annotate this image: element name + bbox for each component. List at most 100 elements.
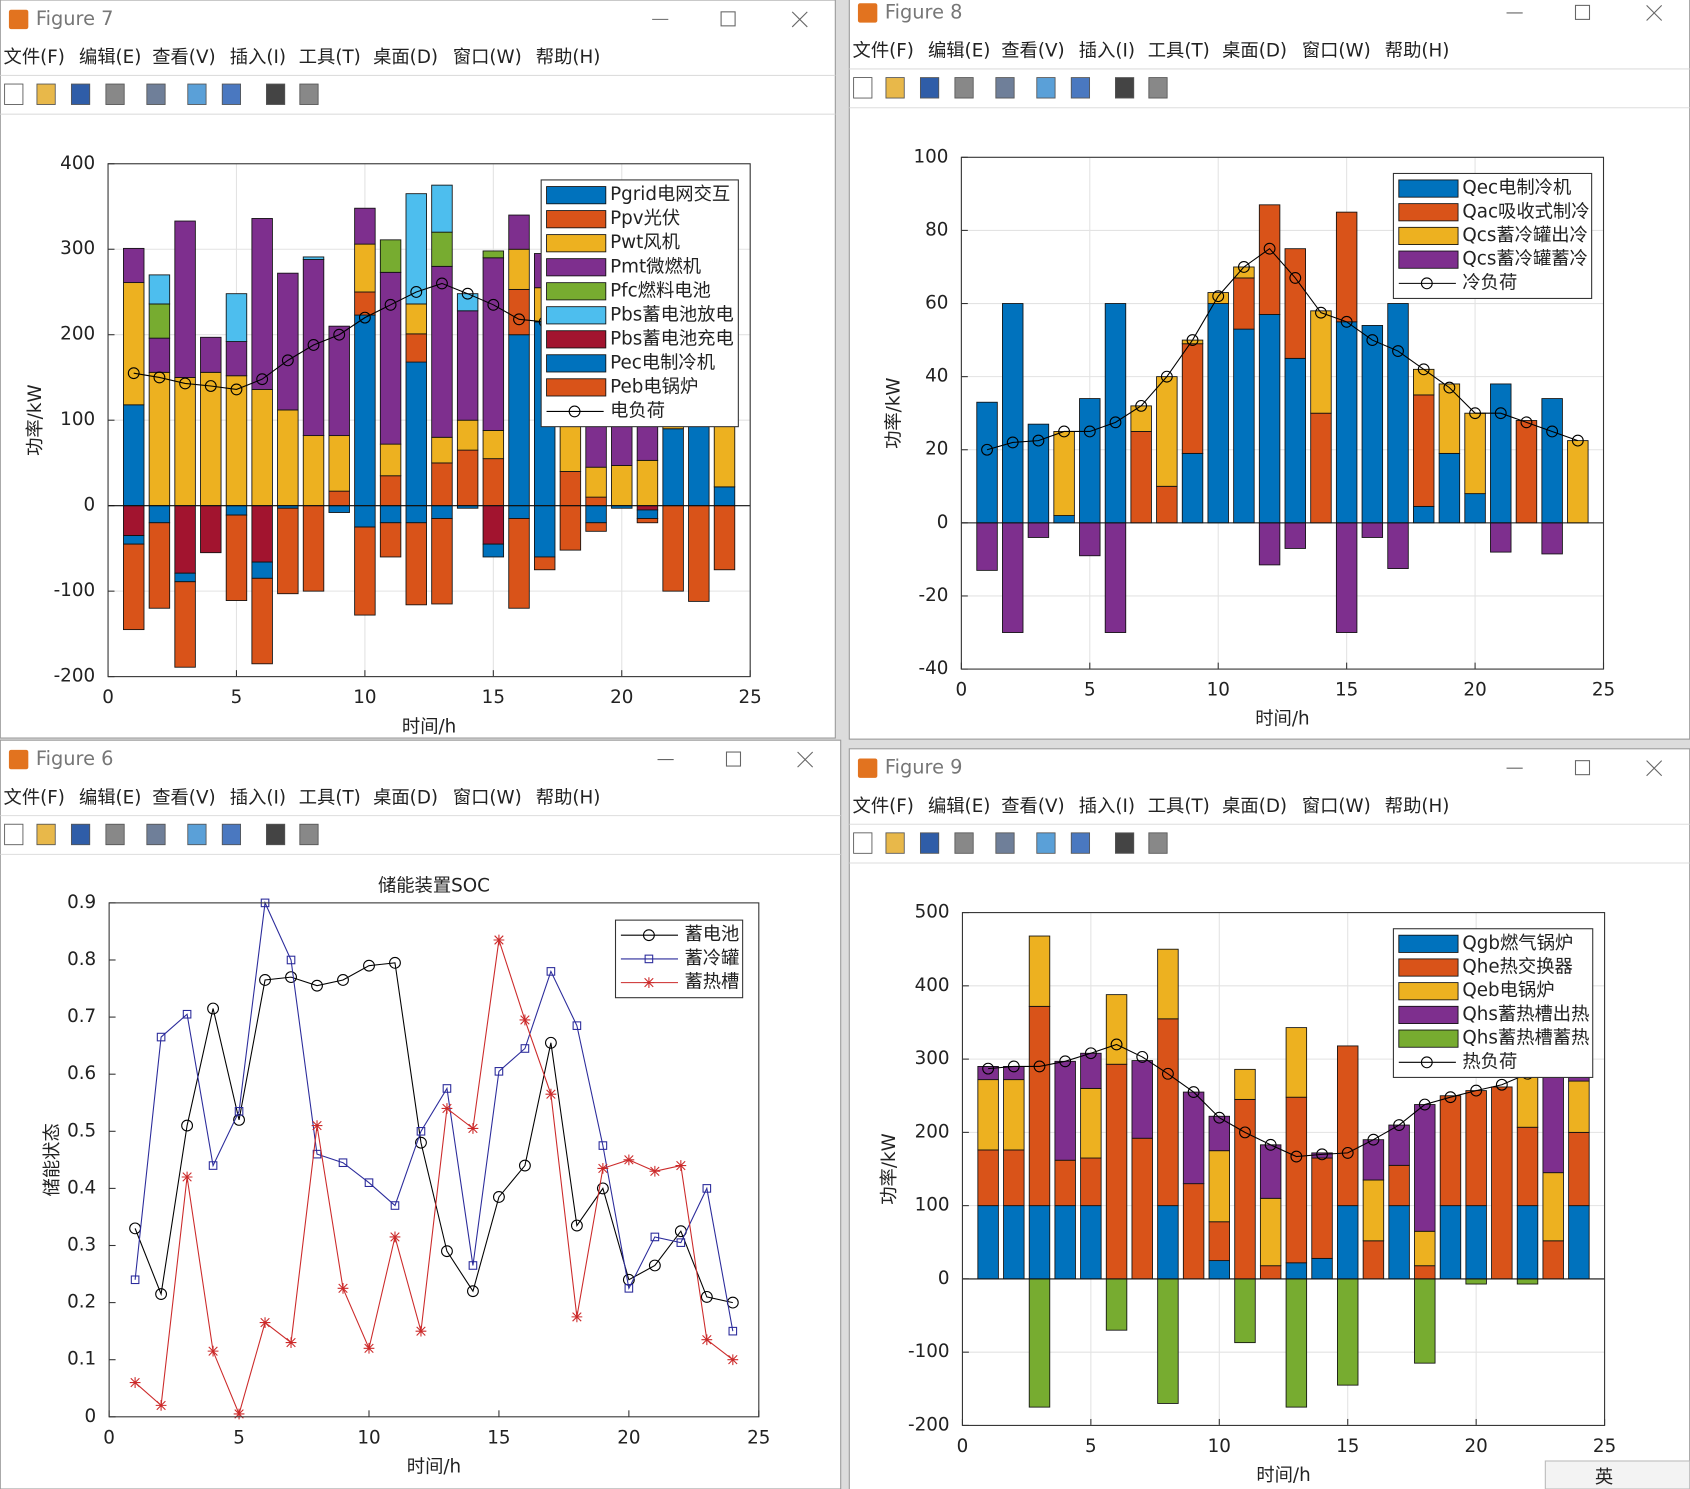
toolbar-button[interactable] [853,832,873,854]
menu-item[interactable]: 查看(V) [152,47,215,68]
toolbar-button[interactable] [221,823,241,846]
legend-label: Pwt风机 [610,232,680,253]
maximize-button[interactable] [1574,760,1591,776]
toolbar-button[interactable] [1036,832,1056,854]
toolbar-button[interactable] [187,83,207,105]
menu-item[interactable]: 帮助(H) [1385,796,1450,817]
menu-item[interactable]: 帮助(H) [1385,41,1450,62]
y-tick-label: 0 [85,1406,97,1427]
marker [1546,425,1559,438]
bar-segment [379,271,402,445]
legend-swatch [546,330,607,349]
toolbar-button[interactable] [187,823,207,846]
bar-segment [174,581,196,668]
toolbar-button[interactable] [954,77,974,99]
marker [1007,1060,1020,1073]
toolbar-button[interactable] [885,77,905,99]
bar-segment [1079,522,1101,557]
menu-item[interactable]: 工具(T) [1148,796,1210,817]
toolbar-button[interactable] [1070,77,1091,99]
maximize-button[interactable] [720,11,736,27]
menu-item[interactable]: 桌面(D) [373,47,438,68]
toolbar-button[interactable] [1115,77,1135,99]
menu-item[interactable]: 窗口(W) [1302,41,1371,62]
toolbar-button[interactable] [221,83,241,105]
toolbar-button[interactable] [995,832,1015,854]
menu-item[interactable]: 窗口(W) [453,47,522,68]
menu-item[interactable]: 文件(F) [853,796,914,817]
toolbar-button[interactable] [995,77,1015,99]
toolbar-button[interactable] [4,823,24,846]
toolbar-button[interactable] [1070,832,1091,854]
menu-item[interactable]: 编辑(E) [928,796,990,817]
menu-item[interactable]: 窗口(W) [453,787,522,808]
menu-item[interactable]: 插入(I) [230,787,286,808]
toolbar-button[interactable] [1148,832,1168,854]
menu-item[interactable]: 工具(T) [299,787,361,808]
menu-item[interactable]: 编辑(E) [79,47,141,68]
toolbar-button[interactable] [36,823,56,846]
toolbar-button[interactable] [146,823,166,846]
toolbar-button[interactable] [1148,77,1168,99]
marker [208,1161,218,1170]
toolbar-button[interactable] [1115,832,1135,854]
toolbar-button[interactable] [265,83,286,105]
close-button[interactable] [791,11,808,28]
toolbar-button[interactable] [36,83,56,105]
maximize-button[interactable] [1574,4,1591,20]
menu-item[interactable]: 桌面(D) [1222,796,1287,817]
toolbar-button[interactable] [885,832,905,854]
bar-segment [1003,1066,1025,1081]
toolbar-button[interactable] [105,83,125,105]
menu-item[interactable]: 窗口(W) [1302,796,1371,817]
toolbar-button[interactable] [1036,77,1056,99]
menu-item[interactable]: 桌面(D) [1222,41,1287,62]
menu-item[interactable]: 文件(F) [853,41,914,62]
toolbar-button[interactable] [70,823,91,846]
toolbar-button[interactable] [299,823,319,846]
menu-item[interactable]: 插入(I) [230,47,286,68]
menu-item[interactable]: 文件(F) [4,787,65,808]
toolbar-button[interactable] [919,832,940,854]
menu-item[interactable]: 桌面(D) [373,787,438,808]
marker [286,955,296,965]
bar-segment [251,505,273,563]
menu-item[interactable]: 编辑(E) [928,41,990,62]
menu-item[interactable]: 帮助(H) [536,47,601,68]
bar-segment [200,505,222,554]
menu-item[interactable]: 插入(I) [1079,41,1135,62]
bar-segment [1105,1063,1128,1280]
toolbar-button[interactable] [70,83,91,105]
bar-segment [636,505,659,511]
marker [179,377,192,390]
toolbar-button[interactable] [954,832,974,854]
toolbar-button[interactable] [299,83,319,105]
menu-item[interactable]: 帮助(H) [536,787,601,808]
marker [153,371,166,384]
toolbar-button[interactable] [4,83,24,105]
menu-item[interactable]: 工具(T) [299,47,361,68]
legend-swatch [1398,982,1459,1001]
toolbar-button[interactable] [105,823,125,846]
menu-item[interactable]: 查看(V) [152,787,215,808]
bar-segment [1028,935,1051,1007]
close-button[interactable] [1646,760,1663,777]
bar-segment [482,430,505,460]
bar-segment [1284,248,1306,359]
toolbar-button[interactable] [853,77,873,99]
close-button[interactable] [797,751,814,768]
menu-item[interactable]: 查看(V) [1001,41,1064,62]
menu-item[interactable]: 查看(V) [1001,796,1064,817]
toolbar-button[interactable] [146,83,166,105]
menu-item[interactable]: 插入(I) [1079,796,1135,817]
maximize-button[interactable] [725,751,742,767]
menu-item[interactable]: 编辑(E) [79,787,141,808]
menu-item[interactable]: 文件(F) [4,47,65,68]
marker [570,1219,583,1232]
close-button[interactable] [1646,5,1663,21]
menu-item[interactable]: 工具(T) [1148,41,1210,62]
toolbar-button[interactable] [265,823,286,846]
bar-segment [976,522,998,571]
toolbar-button[interactable] [919,77,940,99]
